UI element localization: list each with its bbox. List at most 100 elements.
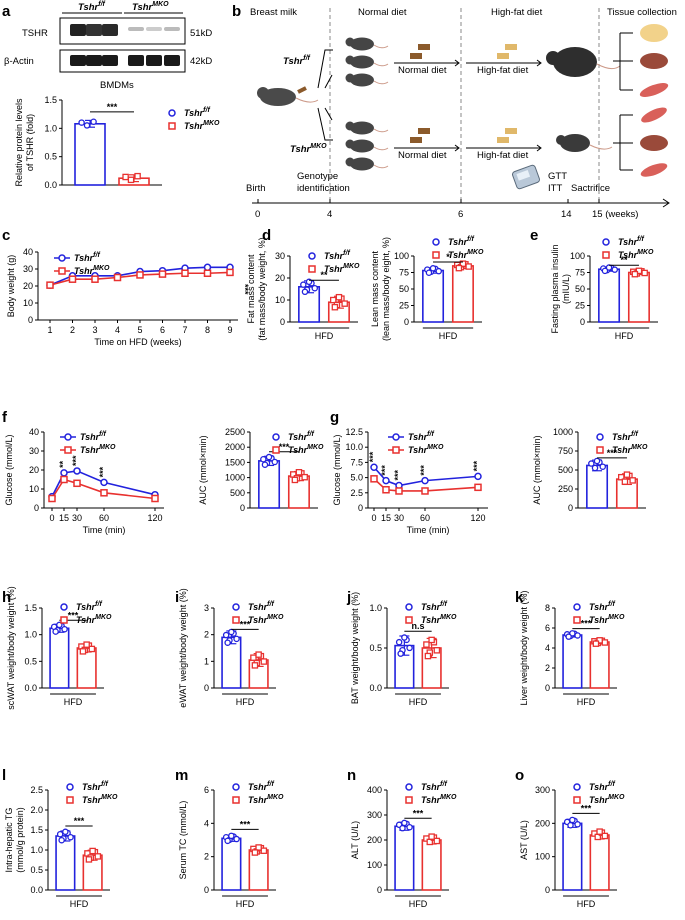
blot-row-actin: β-Actin [4,56,34,67]
legend-sup-ff: f/f [307,431,314,438]
data-point-ff [601,267,609,275]
legend-label-ff: Tshrf/f [618,236,644,247]
data-point-ff [300,281,307,288]
panel-label-f: f [2,409,8,426]
y-tick-label: 0 [240,503,245,513]
point-mko [113,273,122,282]
legend-label-mko: TshrMKO [248,794,284,805]
data-point-ff [399,824,406,832]
panel-label-a: a [2,3,11,20]
y-label-line: Fasting plasma insulin [550,244,560,333]
point-mko [474,483,482,492]
x-label: Time (min) [83,525,126,535]
chart-o: 0 100 200 300 *** HFD AST (U/L) Tshrf/f TshrMKO [519,781,625,909]
point-ff [100,478,108,487]
x-tick-label: 120 [470,513,485,523]
legend-marker-ff [168,109,176,117]
legend-marker-ff [392,433,400,441]
legend-label-ff: Tshrf/f [248,781,274,792]
legend-sup-mko: MKO [101,794,118,801]
legend-marker-ff [232,603,240,611]
y-label-line: scWAT weight/body weight (%) [6,586,16,709]
point-mko [370,475,378,483]
sig-label: *** [240,619,251,629]
pup-mouse-icon-4 [345,139,389,153]
data-point-mko [79,648,87,655]
legend-sup-ff: f/f [101,781,108,788]
bar-ff [562,634,583,689]
timeline-15-weeks: 15 (weeks) [592,209,638,220]
point-mko [48,494,56,503]
x-label-hfd: HFD [439,331,458,341]
y-tick-label: 6 [204,785,209,795]
x-tick-label: 9 [227,325,232,335]
point-mko [382,486,390,494]
blot-kd-51: 51kD [190,28,212,39]
y-tick-label: 2 [204,630,209,640]
y-tick-label: 100 [570,251,585,261]
y-tick-label: 2.5 [350,488,363,498]
legend-sup-ff: f/f [427,431,434,438]
y-label-line: (mmol/g protein) [15,807,25,873]
sig-label: *** [581,619,592,629]
y-tick-label: 75 [575,268,585,278]
x-tick-label: 60 [420,513,430,523]
data-point-ff [425,269,433,276]
point-ff [370,463,378,472]
legend-marker-ff [573,603,581,611]
data-point-mko [433,837,441,845]
bar-ff [598,268,621,323]
legend-label-ff: Tshrf/f [589,601,615,612]
bar-mko [421,839,442,891]
y-tick-label: 1.0 [30,845,43,855]
legend-sup-ff: f/f [440,601,447,608]
legend-label-mko: TshrMKO [408,444,444,455]
y-label-line: (fat mass/body weight, %) [257,237,267,341]
bar-mko [451,265,474,323]
y-tick-label: 1.5 [44,95,57,105]
x-tick-label: 15 [59,513,69,523]
legend-marker-mko [168,122,176,130]
y-tick-label: 75 [399,268,409,278]
legend-label-ff: Tshrf/f [589,781,615,792]
y-label-line: Intra-hepatic TG [4,808,14,873]
data-point-ff [401,819,408,827]
band-actin-2 [102,55,118,66]
event-birth: Birth [246,183,266,194]
y-label: Relative protein levelsof TSHR (fold) [14,98,35,187]
data-point-ff [233,835,240,843]
legend-sup-mko: MKO [203,120,220,127]
legend-sup-ff: f/f [267,781,274,788]
legend-sup-mko: MKO [267,614,284,621]
data-point-ff [52,628,59,635]
legend-sup-ff: f/f [203,107,210,114]
legend-label-ff: Tshrf/f [421,601,447,612]
phase-breast-milk: Breast milk [250,7,297,18]
point-ff [60,469,68,477]
bar-ff [221,837,242,891]
data-point-mko [601,639,609,646]
legend-marker-mko [232,796,240,804]
y-label-line: BAT weight/body weight (%) [350,592,360,704]
data-point-ff [61,625,68,633]
point-mko [226,268,234,277]
data-point-mko [428,833,435,840]
y-tick-label: 0 [358,503,363,513]
legend-label-mko: TshrMKO [421,794,457,805]
sig-label: *** [393,469,403,480]
data-point-mko [641,269,648,277]
legend-sup-ff: f/f [608,781,615,788]
x-label-hfd: HFD [409,697,428,707]
panel-label-k: k [515,589,524,606]
panel-label-m: m [175,767,188,784]
bar-mko [627,271,650,323]
legend-marker-ff [596,433,604,441]
mko-mouse-icon [556,134,613,152]
y-tick-label: 0.5 [24,656,37,666]
point-mko [136,271,144,279]
y-tick-label: 2 [204,852,209,862]
legend-label-mko: TshrMKO [184,120,220,131]
point-mko [60,475,68,484]
legend-marker-mko [573,796,581,804]
blot-bands [70,24,180,66]
